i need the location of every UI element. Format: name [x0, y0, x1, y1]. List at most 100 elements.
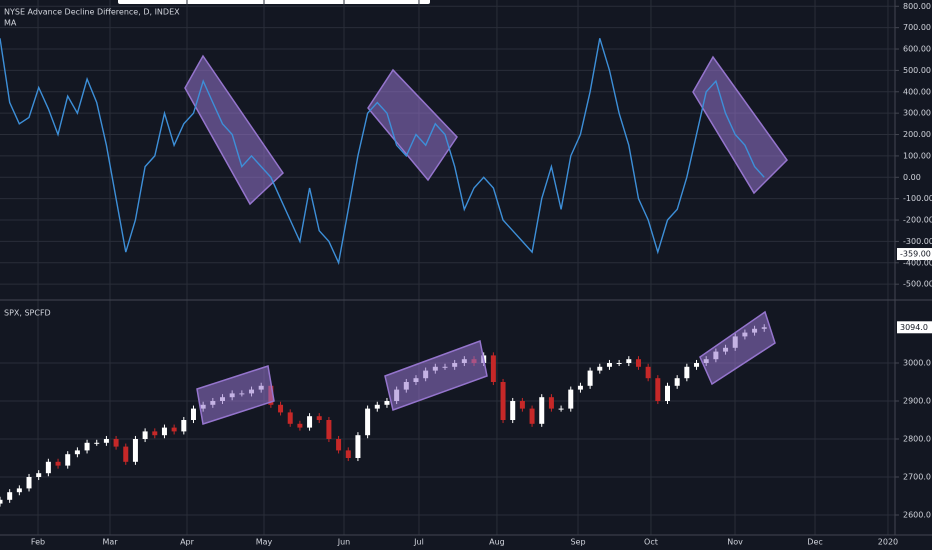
candle-body [606, 363, 612, 367]
candle-body [694, 363, 700, 367]
x-tick-label: May [256, 538, 273, 547]
x-tick-label: Aug [489, 538, 505, 547]
candle-body [665, 385, 670, 401]
last-value-box [897, 321, 932, 334]
candle-body [132, 439, 138, 462]
y-tick-label: 2900.0 [903, 397, 931, 406]
candle-body [55, 461, 61, 466]
candle-body [142, 431, 148, 439]
candle-body [336, 439, 342, 451]
y-tick-label: -100.00 [903, 194, 932, 203]
chart-subtitle: MA [4, 19, 17, 28]
y-tick-label: 700.00 [903, 23, 931, 32]
candle-body [65, 454, 71, 466]
x-tick-label: Jun [337, 538, 351, 547]
x-tick-label: Dec [807, 538, 822, 547]
candle-body [316, 416, 322, 420]
y-tick-label: -200.00 [903, 216, 932, 225]
highlight-box [692, 55, 788, 195]
highlight-box [384, 339, 488, 411]
candle-body [152, 431, 158, 436]
x-tick-label: 2020 [878, 538, 898, 547]
candle-body [0, 499, 3, 504]
candle-body [384, 401, 390, 405]
x-tick-label: Mar [102, 538, 118, 547]
candle-body [123, 446, 129, 462]
x-tick-label: Feb [31, 538, 45, 547]
x-tick-label: Apr [180, 538, 195, 547]
last-value-box [897, 248, 932, 261]
candle-body [490, 355, 496, 382]
candle-body [7, 492, 13, 500]
x-tick-label: Nov [727, 538, 743, 547]
candle-body [278, 404, 284, 413]
y-tick-label: -500.00 [903, 280, 932, 289]
last-value-label: 3094.0 [900, 323, 928, 332]
chart-title: SPX, SPCFD [4, 309, 51, 318]
candle-body [558, 408, 564, 410]
y-tick-label: 0.00 [903, 173, 921, 182]
x-tick-label: Sep [570, 538, 585, 547]
y-tick-label: 3000.0 [903, 359, 931, 368]
y-tick-label: 300.00 [903, 109, 931, 118]
x-tick-label: Jul [413, 538, 424, 547]
candle-body [365, 408, 371, 436]
candle-body [568, 389, 574, 409]
candle-body [287, 412, 293, 424]
line-series [0, 38, 765, 266]
candle-body [326, 420, 332, 439]
candle-body [45, 461, 51, 474]
chart-title: NYSE Advance Decline Difference, D, INDE… [4, 8, 180, 17]
y-tick-label: -300.00 [903, 237, 932, 246]
y-tick-label: 2700.0 [903, 473, 931, 482]
candle-body [307, 416, 313, 428]
x-tick-label: Oct [644, 538, 658, 547]
candle-body [161, 427, 167, 436]
y-tick-label: 2800.0 [903, 435, 931, 444]
highlight-box [184, 54, 284, 206]
candle-body [674, 378, 680, 386]
candle-body [345, 450, 351, 458]
candle-body [616, 363, 622, 364]
candle-body [597, 366, 603, 371]
candle-body [529, 408, 535, 424]
candle-body [297, 423, 303, 428]
highlight-box [699, 310, 776, 386]
candle-body [26, 477, 32, 489]
candle-body [587, 370, 593, 386]
candle-body [577, 385, 583, 390]
candle-body [94, 442, 100, 444]
highlight-box [367, 68, 458, 182]
candle-body [500, 382, 506, 420]
y-tick-label: 2600.0 [903, 511, 931, 520]
candle-body [16, 488, 22, 493]
candle-body [374, 404, 380, 409]
y-tick-label: 500.00 [903, 66, 931, 75]
y-tick-label: -400.00 [903, 258, 932, 267]
search-box[interactable] [118, 0, 430, 4]
candle-body [684, 366, 690, 379]
candle-body [645, 366, 651, 379]
candle-body [36, 473, 42, 477]
candle-body [171, 427, 177, 432]
y-tick-label: 400.00 [903, 87, 931, 96]
y-tick-label: 800.00 [903, 2, 931, 11]
y-tick-label: 200.00 [903, 130, 931, 139]
highlight-box [196, 365, 275, 425]
candle-body [355, 435, 361, 458]
candle-body [113, 439, 119, 447]
candle-body [519, 401, 525, 409]
candle-body [84, 442, 90, 451]
candle-body [635, 359, 641, 367]
candle-body [103, 439, 109, 443]
y-tick-label: 600.00 [903, 45, 931, 54]
candle-body [655, 378, 661, 401]
candle-body [181, 420, 187, 432]
candle-body [74, 450, 80, 455]
last-value-label: -359.00 [900, 250, 931, 259]
candle-body [548, 397, 554, 409]
candle-body [626, 359, 632, 363]
candle-body [539, 397, 545, 424]
